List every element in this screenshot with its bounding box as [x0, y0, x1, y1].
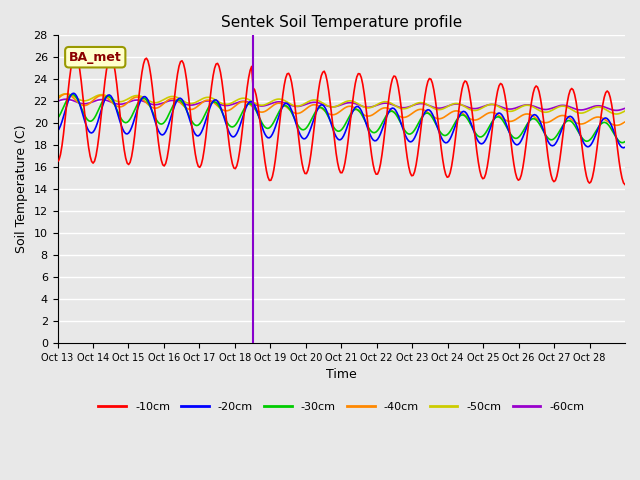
Legend: -10cm, -20cm, -30cm, -40cm, -50cm, -60cm: -10cm, -20cm, -30cm, -40cm, -50cm, -60cm — [94, 398, 589, 417]
Y-axis label: Soil Temperature (C): Soil Temperature (C) — [15, 125, 28, 253]
X-axis label: Time: Time — [326, 368, 356, 381]
Text: BA_met: BA_met — [69, 51, 122, 64]
Title: Sentek Soil Temperature profile: Sentek Soil Temperature profile — [221, 15, 462, 30]
